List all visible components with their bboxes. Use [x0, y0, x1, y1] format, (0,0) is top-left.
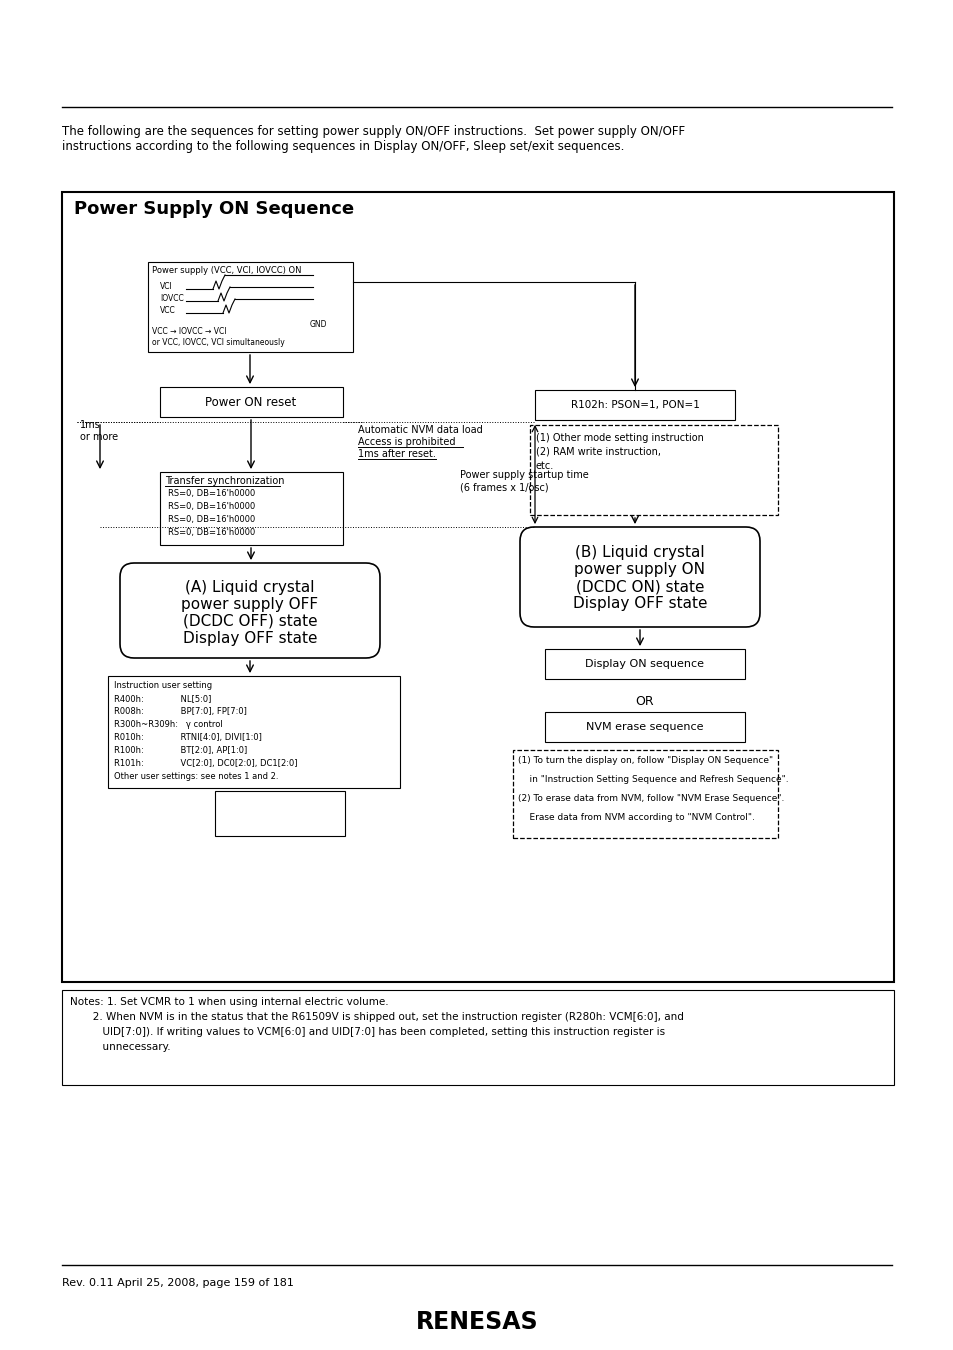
FancyBboxPatch shape [120, 563, 379, 657]
Text: Power ON reset: Power ON reset [205, 396, 296, 409]
Text: unnecessary.: unnecessary. [70, 1042, 171, 1052]
Text: 1ms
or more: 1ms or more [80, 420, 118, 441]
Text: (DCDC ON) state: (DCDC ON) state [576, 579, 703, 594]
FancyBboxPatch shape [519, 526, 760, 626]
Text: Power supply (VCC, VCI, IOVCC) ON: Power supply (VCC, VCI, IOVCC) ON [152, 266, 301, 275]
Text: Access is prohibited: Access is prohibited [357, 437, 455, 447]
Text: Erase data from NVM according to "NVM Control".: Erase data from NVM according to "NVM Co… [517, 813, 754, 822]
Text: R400h:              NL[5:0]: R400h: NL[5:0] [113, 694, 212, 703]
Text: R100h:              BT[2:0], AP[1:0]: R100h: BT[2:0], AP[1:0] [113, 747, 247, 755]
Bar [108, 676, 399, 788]
Text: etc.: etc. [536, 460, 554, 471]
Text: (B) Liquid crystal: (B) Liquid crystal [575, 545, 704, 560]
Text: power supply ON: power supply ON [574, 562, 705, 576]
Text: R300h~R309h:   γ control: R300h~R309h: γ control [113, 720, 222, 729]
Bar [544, 711, 744, 743]
Text: (2) To erase data from NVM, follow "NVM Erase Sequence".: (2) To erase data from NVM, follow "NVM … [517, 794, 783, 803]
Text: Rev. 0.11 April 25, 2008, page 159 of 181: Rev. 0.11 April 25, 2008, page 159 of 18… [62, 1278, 294, 1288]
Text: Display OFF state: Display OFF state [183, 630, 317, 647]
Text: RS=0, DB=16'h0000: RS=0, DB=16'h0000 [168, 528, 255, 537]
Text: 1ms after reset.: 1ms after reset. [357, 450, 436, 459]
Text: Notes: 1. Set VCMR to 1 when using internal electric volume.: Notes: 1. Set VCMR to 1 when using inter… [70, 998, 388, 1007]
Text: or VCC, IOVCC, VCI simultaneously: or VCC, IOVCC, VCI simultaneously [152, 338, 284, 347]
Bar [544, 649, 744, 679]
Text: R008h:              BP[7:0], FP[7:0]: R008h: BP[7:0], FP[7:0] [113, 707, 247, 716]
Bar [530, 425, 778, 514]
Text: Transfer synchronization: Transfer synchronization [165, 477, 284, 486]
Text: (1) To turn the display on, follow "Display ON Sequence": (1) To turn the display on, follow "Disp… [517, 756, 772, 765]
Bar [62, 990, 893, 1085]
Text: R102h: PSON=1, PON=1: R102h: PSON=1, PON=1 [570, 400, 699, 410]
Text: IOVCC: IOVCC [160, 294, 184, 302]
Text: Display ON sequence: Display ON sequence [585, 659, 703, 670]
Text: GND: GND [310, 320, 327, 329]
Text: UID[7:0]). If writing values to VCM[6:0] and UID[7:0] has been completed, settin: UID[7:0]). If writing values to VCM[6:0]… [70, 1027, 664, 1037]
Bar [214, 791, 345, 836]
Text: Automatic NVM data load: Automatic NVM data load [357, 425, 482, 435]
Text: (2) RAM write instruction,: (2) RAM write instruction, [536, 447, 660, 458]
Text: R010h:              RTNI[4:0], DIVI[1:0]: R010h: RTNI[4:0], DIVI[1:0] [113, 733, 262, 743]
Text: (A) Liquid crystal: (A) Liquid crystal [185, 580, 314, 595]
Bar [160, 387, 343, 417]
Text: Power supply startup time: Power supply startup time [459, 470, 588, 481]
Text: VCI: VCI [160, 282, 172, 292]
Text: (1) Other mode setting instruction: (1) Other mode setting instruction [536, 433, 703, 443]
Text: RS=0, DB=16'h0000: RS=0, DB=16'h0000 [168, 489, 255, 498]
Text: Instruction user setting: Instruction user setting [113, 680, 212, 690]
Text: (6 frames x 1/osc): (6 frames x 1/osc) [459, 483, 548, 493]
Text: Other user settings: see notes 1 and 2.: Other user settings: see notes 1 and 2. [113, 772, 278, 782]
Text: OR: OR [635, 695, 654, 707]
Text: Display OFF state: Display OFF state [572, 595, 706, 612]
Bar [160, 472, 343, 545]
Text: RENESAS: RENESAS [416, 1310, 537, 1334]
Bar [513, 751, 778, 838]
Text: R101h:              VC[2:0], DC0[2:0], DC1[2:0]: R101h: VC[2:0], DC0[2:0], DC1[2:0] [113, 759, 297, 768]
Text: 2. When NVM is in the status that the R61509V is shipped out, set the instructio: 2. When NVM is in the status that the R6… [70, 1012, 683, 1022]
Text: RS=0, DB=16'h0000: RS=0, DB=16'h0000 [168, 514, 255, 524]
Bar [62, 192, 893, 981]
Bar [535, 390, 734, 420]
Text: power supply OFF: power supply OFF [181, 597, 318, 612]
Text: (DCDC OFF) state: (DCDC OFF) state [182, 614, 317, 629]
Bar [148, 262, 353, 352]
Text: VCC: VCC [160, 306, 175, 315]
Text: NVM erase sequence: NVM erase sequence [586, 722, 703, 732]
Text: in "Instruction Setting Sequence and Refresh Sequence".: in "Instruction Setting Sequence and Ref… [517, 775, 788, 784]
Text: VCC → IOVCC → VCI: VCC → IOVCC → VCI [152, 327, 226, 336]
Text: Power Supply ON Sequence: Power Supply ON Sequence [74, 200, 354, 217]
Text: The following are the sequences for setting power supply ON/OFF instructions.  S: The following are the sequences for sett… [62, 126, 684, 153]
Text: RS=0, DB=16'h0000: RS=0, DB=16'h0000 [168, 502, 255, 512]
